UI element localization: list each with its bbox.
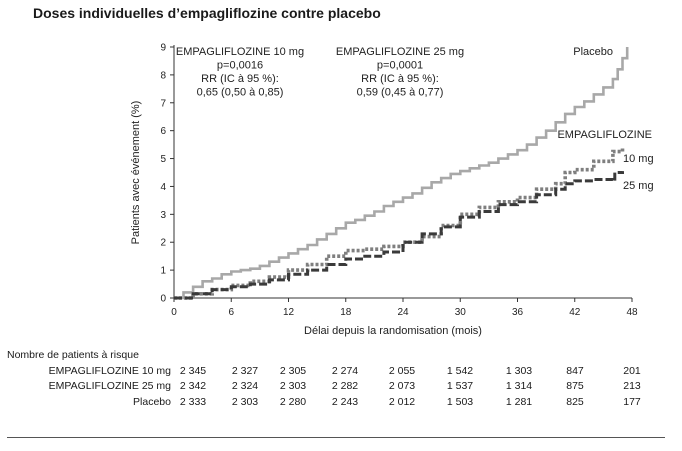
y-tick-label: 4	[160, 182, 166, 193]
risk-cell: 825	[566, 396, 584, 408]
ann-10-line: EMPAGLIFLOZINE 10 mg	[176, 46, 304, 58]
risk-cell: 2 282	[331, 380, 359, 392]
risk-row-label: Placebo	[133, 396, 171, 408]
x-tick-label: 30	[455, 307, 467, 318]
series-line-25mg	[174, 171, 624, 300]
risk-cell: 2 333	[179, 396, 207, 408]
risk-cell: 2 327	[231, 365, 259, 377]
y-tick-label: 9	[160, 43, 166, 54]
label-empagliflozine: EMPAGLIFLOZINE	[557, 129, 652, 141]
ann-25-line: 0,59 (0,45 à 0,77)	[357, 87, 444, 99]
risk-cell: 213	[623, 380, 641, 392]
risk-table-header: Nombre de patients à risque	[7, 349, 139, 361]
risk-row-label: EMPAGLIFLOZINE 10 mg	[48, 365, 171, 377]
y-tick-label: 0	[160, 294, 166, 305]
risk-cell: 2 274	[331, 365, 359, 377]
y-tick-label: 5	[160, 154, 166, 165]
x-tick-label: 18	[340, 307, 352, 318]
x-tick-label: 48	[626, 307, 638, 318]
x-tick-label: 12	[283, 307, 295, 318]
series-lines	[174, 47, 629, 300]
risk-cell: 847	[566, 365, 584, 377]
risk-cell: 2 012	[388, 396, 416, 408]
label-placebo: Placebo	[573, 46, 613, 58]
y-tick-label: 8	[160, 70, 166, 81]
ann-25-line: EMPAGLIFLOZINE 25 mg	[336, 46, 464, 58]
y-tick-label: 3	[160, 210, 166, 221]
ann-25-line: RR (IC à 95 %):	[361, 73, 439, 85]
risk-cell: 2 243	[331, 396, 359, 408]
ann-25-line: p=0,0001	[377, 60, 423, 72]
x-axis-label: Délai depuis la randomisation (mois)	[304, 325, 482, 337]
label-25mg: 25 mg	[623, 180, 654, 192]
x-tick-label: 36	[512, 307, 524, 318]
risk-cell: 2 303	[279, 380, 307, 392]
series-line-placebo	[174, 47, 629, 300]
risk-cell: 1 503	[446, 396, 474, 408]
risk-cell: 177	[623, 396, 641, 408]
ann-10-line: RR (IC à 95 %):	[201, 73, 279, 85]
x-tick-label: 0	[171, 307, 177, 318]
x-tick-label: 6	[228, 307, 234, 318]
x-tick-label: 42	[569, 307, 581, 318]
risk-cell: 2 324	[231, 380, 259, 392]
y-tick-label: 2	[160, 238, 166, 249]
bottom-divider	[7, 437, 665, 438]
chart-title: Doses individuelles d’empagliflozine con…	[33, 5, 381, 21]
risk-cell: 1 281	[505, 396, 533, 408]
risk-cell: 2 303	[231, 396, 259, 408]
risk-cell: 1 303	[505, 365, 533, 377]
y-tick-label: 7	[160, 98, 166, 109]
risk-cell: 201	[623, 365, 641, 377]
label-10mg: 10 mg	[623, 153, 654, 165]
risk-cell: 2 342	[179, 380, 207, 392]
y-tick-label: 1	[160, 266, 166, 277]
risk-cell: 1 537	[446, 380, 474, 392]
ann-10-line: 0,65 (0,50 à 0,85)	[197, 87, 284, 99]
series-line-10mg	[174, 147, 625, 300]
ann-10-line: p=0,0016	[217, 60, 263, 72]
y-tick-label: 6	[160, 126, 166, 137]
risk-cell: 1 314	[505, 380, 533, 392]
x-tick-label: 24	[397, 307, 409, 318]
y-axis-label: Patients avec événement (%)	[130, 101, 142, 245]
risk-cell: 2 073	[388, 380, 416, 392]
risk-cell: 2 305	[279, 365, 307, 377]
risk-cell: 1 542	[446, 365, 474, 377]
risk-cell: 875	[566, 380, 584, 392]
risk-cell: 2 280	[279, 396, 307, 408]
risk-cell: 2 055	[388, 365, 416, 377]
risk-cell: 2 345	[179, 365, 207, 377]
risk-row-label: EMPAGLIFLOZINE 25 mg	[48, 380, 171, 392]
